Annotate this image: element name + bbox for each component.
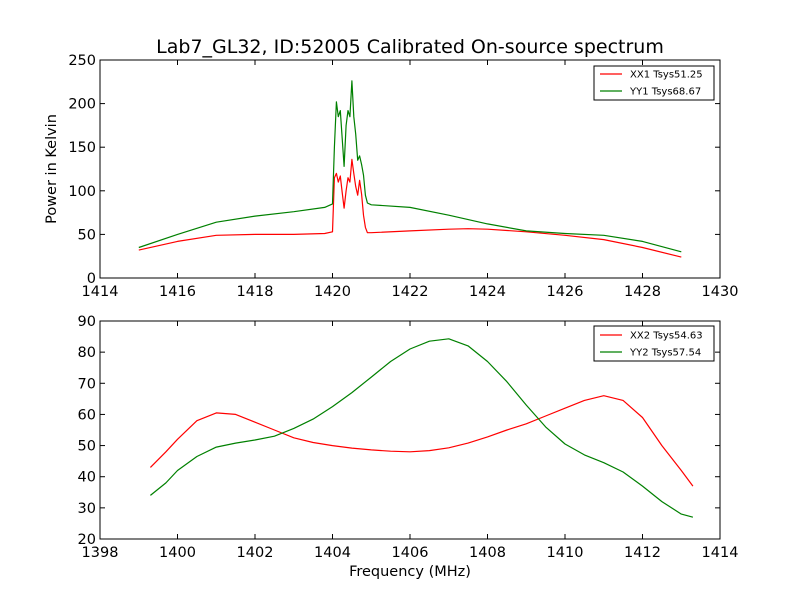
- y-tick-label: 200: [68, 97, 96, 113]
- y-tick-label: 60: [78, 407, 96, 423]
- series-line-xx1: [138, 158, 682, 258]
- x-tick-label: 1408: [469, 545, 506, 561]
- upper-plot-ticks: 1414 1416 1418 1420 1422 1424 1426 1428 1430 0 50 1…: [68, 53, 738, 300]
- lower-legend-label-xx2: XX2 Tsys54.63: [630, 331, 703, 342]
- y-tick-label: 50: [78, 439, 96, 455]
- lower-legend-label-yy2: YY2 Tsys57.54: [629, 348, 701, 359]
- x-tick-label: 1398: [82, 545, 119, 561]
- lower-plot-ticks: 1398 1400 1402 1404 1406 1408 1410 1412 1414 20 30…: [78, 314, 739, 561]
- y-tick-label: 100: [68, 184, 96, 200]
- x-tick-label: 1412: [624, 545, 661, 561]
- chart-title: Lab7_GL32, ID:52005 Calibrated On-source…: [156, 36, 664, 58]
- x-tick-label: 1418: [237, 284, 274, 300]
- x-tick-label: 1414: [82, 284, 119, 300]
- x-tick-label: 1426: [547, 284, 584, 300]
- x-tick-label: 1400: [159, 545, 196, 561]
- x-tick-label: 1422: [392, 284, 429, 300]
- y-tick-label: 50: [78, 227, 96, 243]
- y-tick-label: 0: [87, 271, 96, 287]
- upper-legend-box: [593, 65, 715, 101]
- series-line-yy2: [150, 338, 694, 518]
- series-line-yy1: [138, 80, 682, 253]
- y-tick-label: 20: [78, 532, 96, 548]
- y-tick-label: 250: [68, 53, 96, 69]
- series-line-xx2: [149, 395, 694, 487]
- y-tick-label: 150: [68, 140, 96, 156]
- y-tick-label: 70: [78, 376, 96, 392]
- upper-spectrum-plot: 1414 1416 1418 1420 1422 1424 1426 1428 1430 0 50 1…: [44, 53, 738, 300]
- x-tick-label: 1414: [702, 545, 739, 561]
- x-tick-label: 1416: [159, 284, 196, 300]
- x-tick-label: 1406: [392, 545, 429, 561]
- x-tick-label: 1424: [469, 284, 506, 300]
- upper-legend: XX1 Tsys51.25 YY1 Tsys68.67: [593, 65, 715, 101]
- x-tick-label: 1428: [624, 284, 661, 300]
- x-tick-label: 1404: [314, 545, 351, 561]
- upper-y-axis-label: Power in Kelvin: [44, 114, 60, 224]
- lower-legend: XX2 Tsys54.63 YY2 Tsys57.54: [593, 325, 715, 362]
- upper-legend-label-xx1: XX1 Tsys51.25: [630, 70, 703, 81]
- y-tick-label: 80: [78, 345, 96, 361]
- x-tick-label: 1420: [314, 284, 351, 300]
- x-tick-label: 1402: [237, 545, 274, 561]
- x-tick-label: 1410: [547, 545, 584, 561]
- lower-legend-box: [593, 325, 715, 362]
- y-tick-label: 90: [78, 314, 96, 330]
- lower-plot-series: [149, 338, 694, 518]
- lower-spectrum-plot: 1398 1400 1402 1404 1406 1408 1410 1412 1414 20 30…: [78, 314, 739, 580]
- x-tick-label: 1430: [702, 284, 739, 300]
- y-tick-label: 30: [78, 501, 96, 517]
- upper-legend-label-yy1: YY1 Tsys68.67: [629, 87, 701, 98]
- x-axis-label: Frequency (MHz): [349, 564, 471, 580]
- upper-plot-series: [138, 80, 682, 258]
- y-tick-label: 40: [78, 470, 96, 486]
